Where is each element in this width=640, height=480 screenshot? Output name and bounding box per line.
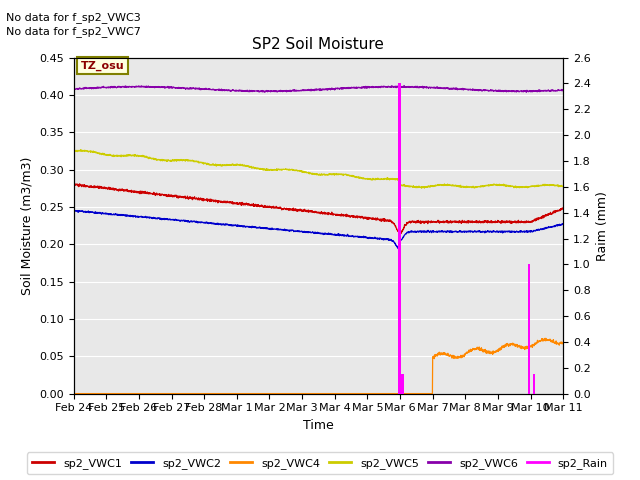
Title: SP2 Soil Moisture: SP2 Soil Moisture [252, 37, 385, 52]
X-axis label: Time: Time [303, 419, 334, 432]
Bar [401, 374, 404, 394]
Bar [527, 264, 530, 394]
Text: No data for f_sp2_VWC3: No data for f_sp2_VWC3 [6, 12, 141, 23]
Bar [398, 84, 401, 394]
Y-axis label: Raim (mm): Raim (mm) [596, 191, 609, 261]
Text: TZ_osu: TZ_osu [81, 60, 124, 71]
Y-axis label: Soil Moisture (m3/m3): Soil Moisture (m3/m3) [20, 156, 33, 295]
Text: No data for f_sp2_VWC7: No data for f_sp2_VWC7 [6, 26, 141, 37]
Bar [532, 374, 535, 394]
Legend: sp2_VWC1, sp2_VWC2, sp2_VWC4, sp2_VWC5, sp2_VWC6, sp2_Rain: sp2_VWC1, sp2_VWC2, sp2_VWC4, sp2_VWC5, … [26, 453, 614, 474]
